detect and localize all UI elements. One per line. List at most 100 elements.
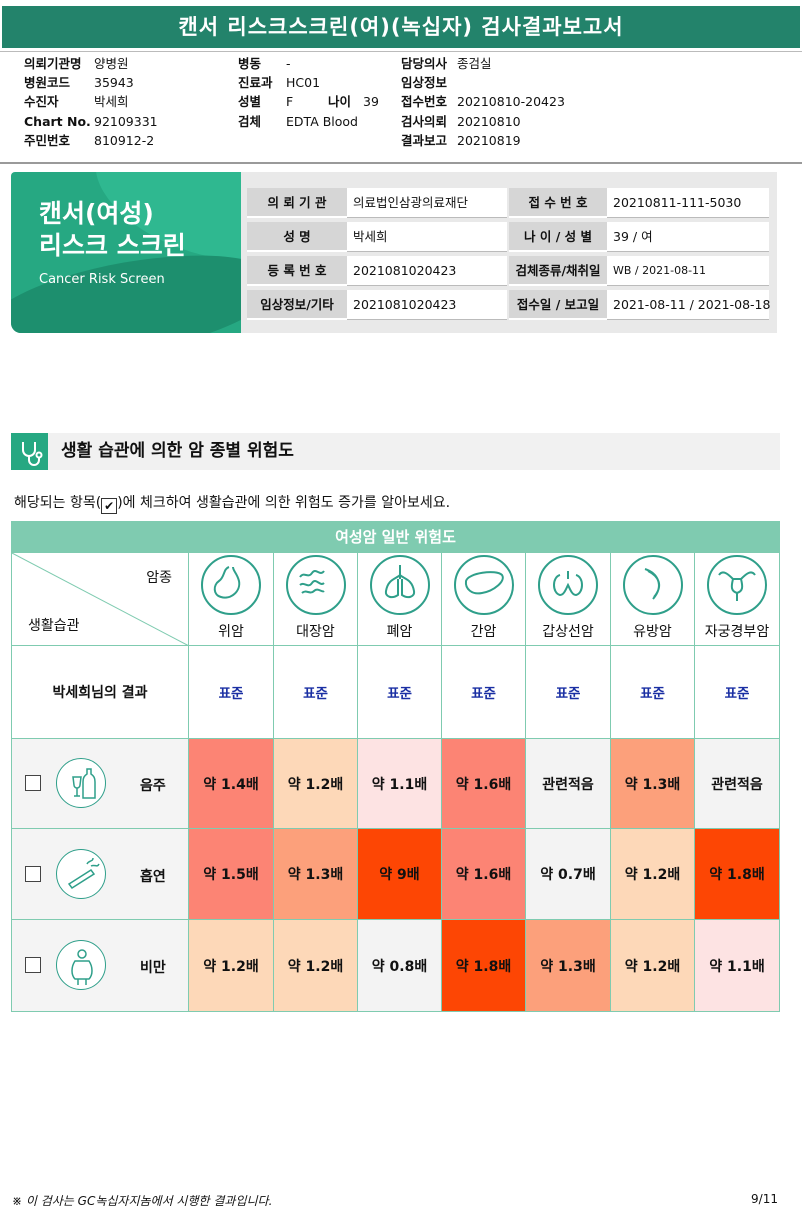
risk-cell: 약 1.4배 — [189, 739, 274, 829]
alcohol-icon — [56, 758, 106, 808]
report-field-label: 나 이 / 성 별 — [509, 222, 607, 252]
corner-habit-label: 생활습관 — [28, 618, 80, 634]
result-cell: 표준 — [695, 646, 780, 739]
info-value: 20210810-20423 — [457, 94, 565, 109]
risk-value: 관련적음 — [542, 776, 594, 793]
cancer-risk-banner: 캔서(여성) 리스크 스크린 Cancer Risk Screen — [11, 172, 241, 333]
info-field: 병원코드 35943 — [24, 74, 134, 92]
risk-value: 약 1.3배 — [287, 867, 344, 883]
risk-grid: 암종 생활습관 위암 대장암 폐암 간암 갑상선암 유방암 자궁경부암 박세희님의 결과 표준 표준 표… — [11, 553, 780, 1012]
risk-cell: 약 1.2배 — [611, 829, 695, 920]
age-field: 나이 39 — [328, 94, 379, 109]
risk-value: 약 9배 — [379, 867, 420, 883]
info-value: 종검실 — [457, 56, 492, 71]
info-field: 의뢰기관명 양병원 — [24, 55, 129, 73]
info-value: 양병원 — [94, 56, 129, 71]
risk-cell: 약 1.6배 — [442, 739, 526, 829]
info-label: 검사의뢰 — [401, 114, 448, 129]
habit-name: 비만 — [140, 960, 166, 976]
risk-value: 약 0.8배 — [371, 958, 428, 975]
risk-value: 약 1.5배 — [203, 867, 259, 883]
risk-cell: 약 0.7배 — [526, 829, 611, 920]
risk-cell: 약 1.1배 — [695, 920, 780, 1012]
risk-value: 약 0.7배 — [540, 867, 596, 883]
info-label: 결과보고 — [401, 133, 448, 148]
risk-cell: 약 1.3배 — [611, 739, 695, 829]
risk-value: 약 1.2배 — [287, 958, 344, 975]
info-field: 임상정보 — [401, 74, 457, 92]
info-label: 수진자 — [24, 94, 59, 109]
section-title: 생활 습관에 의한 암 종별 위험도 — [61, 441, 294, 461]
info-field: 접수번호 20210810-20423 — [401, 93, 565, 111]
result-value: 표준 — [471, 686, 496, 702]
risk-value: 약 1.1배 — [709, 958, 765, 975]
info-field: 진료과 HC01 — [238, 74, 320, 92]
cancer-header-4: 간암 — [442, 553, 526, 646]
info-value: - — [286, 56, 291, 71]
result-cell: 표준 — [274, 646, 358, 739]
cancer-name: 유방암 — [633, 624, 672, 640]
section-header: 생활 습관에 의한 암 종별 위험도 — [11, 433, 780, 470]
obesity-icon — [56, 940, 106, 990]
report-field-label: 등 록 번 호 — [247, 256, 347, 286]
habit-checkbox[interactable] — [25, 775, 41, 791]
habit-checkbox[interactable] — [25, 957, 41, 973]
info-field: 결과보고 20210819 — [401, 132, 521, 150]
risk-cell: 약 1.1배 — [358, 739, 442, 829]
report-field-label: 성 명 — [247, 222, 347, 252]
risk-cell: 약 1.2배 — [611, 920, 695, 1012]
risk-value: 약 1.1배 — [371, 776, 428, 793]
info-value: 20210810 — [457, 114, 521, 129]
info-field: 수진자 박세희 — [24, 93, 129, 111]
risk-value: 약 1.2배 — [624, 867, 681, 883]
habit-row-label-1: 음주 — [12, 739, 189, 829]
breast-icon — [622, 555, 683, 615]
colon-icon — [285, 555, 346, 615]
info-field: 검체 EDTA Blood — [238, 113, 358, 131]
info-value: 35943 — [94, 75, 134, 90]
cancer-header-5: 갑상선암 — [526, 553, 611, 646]
result-cell: 표준 — [358, 646, 442, 739]
report-field-value: 2021081020423 — [347, 256, 507, 286]
cancer-name: 대장암 — [296, 624, 335, 640]
risk-value: 약 1.4배 — [203, 776, 259, 793]
result-cell: 표준 — [189, 646, 274, 739]
info-label: 의뢰기관명 — [24, 56, 82, 71]
risk-cell: 약 1.6배 — [442, 829, 526, 920]
risk-cell: 약 0.8배 — [358, 920, 442, 1012]
instruction-text: 해당되는 항목(✔)에 체크하여 생활습관에 의한 위험도 증가를 알아보세요. — [14, 495, 451, 514]
cancer-header-6: 유방암 — [611, 553, 695, 646]
risk-cell: 약 1.3배 — [526, 920, 611, 1012]
report-info-table: 의 뢰 기 관 의료법인삼광의료재단 접 수 번 호 20210811-111-503… — [241, 172, 777, 333]
risk-value: 약 1.3배 — [540, 958, 596, 975]
cancer-header-7: 자궁경부암 — [695, 553, 780, 646]
report-field-value: 2021081020423 — [347, 290, 507, 320]
cancer-name: 자궁경부암 — [704, 624, 770, 640]
info-field: 검사의뢰 20210810 — [401, 113, 521, 131]
cancer-header-2: 대장암 — [274, 553, 358, 646]
report-field-label: 접 수 번 호 — [509, 188, 607, 218]
habit-checkbox[interactable] — [25, 865, 41, 882]
report-title: 캔서 리스크스크린(여)(녹십자) 검사결과보고서 — [2, 6, 800, 48]
report-field-value: 의료법인삼광의료재단 — [347, 188, 507, 218]
result-value: 표준 — [724, 686, 750, 702]
banner-title-line1: 캔서(여성) — [39, 199, 154, 228]
info-label: 주민번호 — [24, 133, 71, 148]
result-value: 표준 — [555, 686, 581, 702]
risk-value: 약 1.2배 — [287, 776, 344, 793]
result-value: 표준 — [640, 686, 665, 702]
info-value: HC01 — [286, 75, 321, 90]
risk-value: 약 1.6배 — [455, 776, 512, 793]
info-value: 810912-2 — [94, 133, 155, 148]
report-field-value: 20210811-111-5030 — [607, 188, 769, 218]
risk-cell: 약 1.8배 — [442, 920, 526, 1012]
result-row-label: 박세희님의 결과 — [12, 646, 189, 739]
info-field: Chart No. 92109331 — [24, 113, 158, 131]
info-label: 임상정보 — [401, 75, 448, 90]
result-cell: 표준 — [526, 646, 611, 739]
thyroid-icon — [538, 555, 598, 615]
risk-value: 약 1.2배 — [203, 958, 259, 975]
info-value: 20210819 — [457, 133, 521, 148]
habit-name: 음주 — [140, 778, 166, 794]
